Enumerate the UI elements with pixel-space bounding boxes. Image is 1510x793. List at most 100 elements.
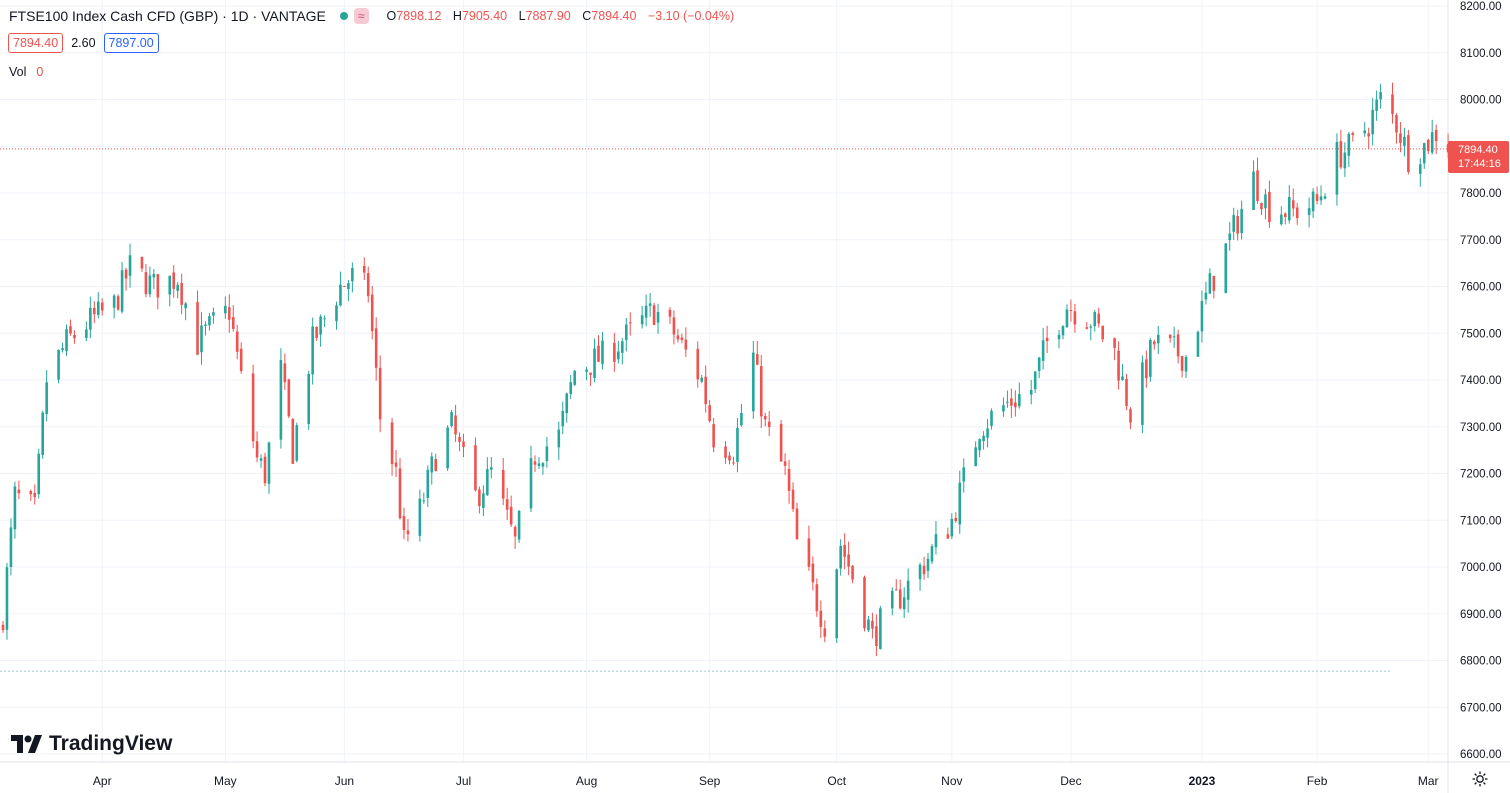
candle-body [922,565,926,575]
candle-body [319,316,322,335]
price-tick-label: 7700.00 [1460,235,1502,247]
candle-body [990,410,993,426]
candle-body [366,273,370,297]
buy-price-button[interactable]: 7897.00 [103,33,159,53]
sell-price-button[interactable]: 7894.40 [8,33,64,53]
candle-body [335,305,338,322]
candle-body [89,307,92,330]
candle-body [1363,130,1367,134]
candle-body [1311,191,1315,212]
candle-body [1018,394,1021,407]
candle-body [624,324,628,341]
candle-body [474,445,477,491]
time-axis[interactable]: Apr May Jun Jul Aug Sep Oct Nov Dec 2023 Feb Mar [93,774,1439,788]
candle-body [1117,350,1120,381]
candle-body [1379,92,1382,100]
candle-body [224,305,227,314]
candle-body [847,554,850,567]
candle-body [656,312,660,323]
candle-body [128,255,132,276]
candle-body [65,329,68,352]
candle-body [1268,191,1271,223]
candle-body [811,563,815,583]
candle-body [1256,170,1259,202]
candle-body [1029,389,1033,395]
candle-body [1403,136,1406,146]
symbol-title[interactable]: FTSE100 Index Cash CFD (GBP) · 1D · VANT… [9,8,326,24]
candle-body [1153,341,1156,345]
candle-body [565,393,569,414]
candle-body [783,461,787,466]
candle-body [96,301,100,315]
candle-body [1180,355,1184,371]
candle-body [196,302,199,355]
price-axis[interactable]: 6600.00 6700.00 6800.00 6900.00 7000.00 7100.… [1460,1,1502,761]
candle-body [652,305,656,325]
candle-body [1426,139,1430,152]
price-tick-label: 6800.00 [1460,656,1502,668]
candle-body [763,416,767,420]
high-value: 7905.40 [461,9,508,23]
candle-body [954,517,958,522]
candle-body [807,538,811,567]
candle-body [613,342,616,362]
close-value: 7894.40 [591,9,637,23]
gear-icon[interactable] [1472,771,1488,792]
candle-body [1367,133,1370,137]
tradingview-logo[interactable]: TradingView [11,732,172,756]
time-tick-label: Nov [941,774,962,788]
candle-body [1339,141,1343,168]
candle-body [33,492,37,498]
candle-body [1232,215,1235,232]
price-tick-label: 6900.00 [1460,609,1502,621]
candle-body [732,462,735,464]
candle-body [1184,356,1188,372]
candle-body [644,305,648,318]
candle-body [1375,99,1378,111]
candle-body [378,367,382,420]
candle-body [684,339,688,350]
candle-body [259,458,263,461]
candle-body [545,446,549,461]
candle-body [1291,200,1295,209]
market-status[interactable]: ≈ [339,7,369,25]
candle-body [295,425,299,461]
candle-body [61,348,64,350]
price-tick-label: 8000.00 [1460,95,1502,107]
candle-body [69,326,72,334]
candle-body [1399,133,1402,144]
volume-label[interactable]: Vol [9,65,27,79]
candle-body [37,453,41,495]
candle-body [406,530,410,535]
candle-body [839,545,842,569]
candle-body [1264,194,1267,209]
candle-body [148,275,152,295]
price-tick-label: 7500.00 [1460,328,1502,340]
bid-ask-row: 7894.40 2.60 7897.00 [8,33,159,53]
candle-body [589,372,592,375]
candle-body [251,373,255,442]
candle-body [120,270,124,312]
candle-body [1319,196,1323,201]
candle-body [1014,402,1017,408]
candle-body [100,302,104,311]
candle-body [950,518,954,537]
time-tick-label: Feb [1307,774,1328,788]
candle-body [1045,337,1049,342]
logo-text: TradingView [49,732,173,755]
candle-body [422,500,426,502]
candle-body [986,428,989,438]
candle-body [509,506,513,525]
candle-body [1204,292,1208,300]
last-price-tag-bg [1448,141,1509,173]
candle-body [779,423,783,462]
candle-body [1236,216,1239,234]
candle-body [557,429,561,448]
candle-body [486,469,489,496]
candle-body [962,467,966,482]
low-label: L [518,9,526,23]
candle-body [982,435,985,442]
candle-body [343,285,346,287]
